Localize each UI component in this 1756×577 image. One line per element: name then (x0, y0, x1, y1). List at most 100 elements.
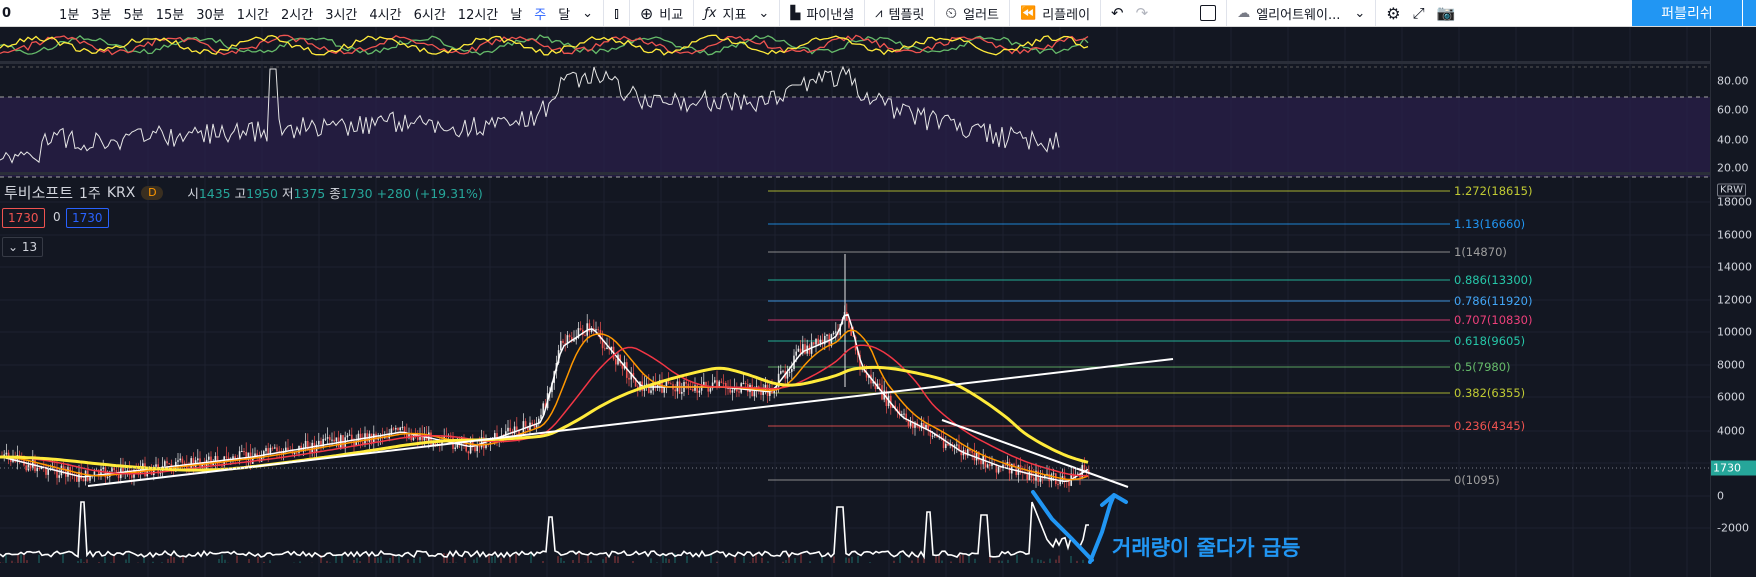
interval-15m[interactable]: 15분 (155, 7, 185, 23)
candle-body (797, 348, 800, 352)
candle-body (621, 363, 624, 369)
candle-body (663, 386, 665, 393)
candle-body (509, 427, 511, 432)
candle-body (670, 383, 672, 385)
candle-body (384, 437, 386, 439)
interval-3m[interactable]: 3분 (91, 7, 112, 23)
indicator-collapse-button[interactable]: ⌄ 13 (2, 237, 44, 257)
candle-body (100, 469, 102, 477)
candle-body (780, 371, 782, 374)
publish-button[interactable]: 퍼블리쉬 (1632, 0, 1742, 26)
publish-dropdown[interactable] (1742, 0, 1756, 26)
low-value: 1375 (293, 186, 326, 201)
alert-button[interactable]: ⏲ 얼러트 (939, 0, 1005, 26)
ma-line-white (0, 313, 1089, 483)
redo-icon[interactable]: ↷ (1135, 4, 1149, 22)
candle-body (153, 466, 155, 476)
candle-body (577, 328, 580, 338)
chart-type-candles-icon[interactable]: ⫾ (614, 4, 619, 22)
candle-body (421, 434, 423, 441)
candle-body (628, 377, 630, 380)
buy-price-box[interactable]: 1730 (66, 208, 109, 228)
candle-body (115, 470, 118, 472)
fullscreen-square-icon[interactable] (1194, 0, 1222, 26)
interval-3h[interactable]: 3시간 (325, 7, 358, 23)
candle-body (1000, 466, 1002, 468)
interval-month[interactable]: 달 (558, 7, 571, 23)
candle-body (540, 414, 542, 419)
interval-2h[interactable]: 2시간 (280, 7, 314, 23)
candle-body (243, 451, 245, 453)
candle-body (795, 351, 797, 356)
interval-5m[interactable]: 5분 (123, 7, 144, 23)
candle-body (179, 458, 181, 461)
price-axis-tick: 12000 (1717, 293, 1752, 307)
trendlines[interactable] (87, 358, 1174, 488)
candle-body (505, 431, 507, 436)
interval-dropdown-chevron-icon[interactable]: ⌄ (582, 5, 594, 21)
layout-dropdown[interactable]: ☁ 엘리어트웨이... ⌄ (1231, 0, 1371, 26)
candle-body (208, 456, 210, 460)
candle-body (320, 440, 322, 447)
price-axis-tick: 14000 (1717, 260, 1752, 274)
fib-label: 0.707(10830) (1454, 313, 1533, 327)
price-axis[interactable]: 80.00 60.00 40.00 20.00 KRW 18000 16000 … (1710, 27, 1756, 577)
compare-button[interactable]: ⊕ 비교 (634, 0, 689, 26)
replay-button[interactable]: ⏪ 리플레이 (1014, 0, 1096, 26)
interval-day[interactable]: 날 (510, 7, 523, 23)
candle-body (346, 435, 349, 438)
symbol-legend[interactable]: 투비소프트 1주 KRX D 시1435 고1950 저1375 종1730 +… (4, 182, 483, 203)
template-icon: ⩘ (875, 5, 883, 21)
interval-1m[interactable]: 1분 (59, 7, 80, 23)
symbol-name: 투비소프트 (4, 184, 74, 202)
interval-30m[interactable]: 30분 (196, 7, 225, 23)
sell-price-box[interactable]: 1730 (2, 208, 45, 228)
candle-body (850, 327, 852, 336)
fib-label: 0.382(6355) (1454, 386, 1526, 400)
candle-body (313, 442, 316, 452)
fib-label: 0.5(7980) (1454, 360, 1511, 374)
fib-label: 0.786(11920) (1454, 294, 1533, 308)
candle-body (465, 443, 467, 452)
candle-body (760, 390, 762, 395)
interval-6h[interactable]: 6시간 (413, 7, 446, 23)
interval-week[interactable]: 주 (534, 7, 547, 23)
candle-body (538, 418, 540, 424)
layout-name: 엘리어트웨이... (1256, 7, 1341, 23)
candle-body (929, 429, 932, 437)
candle-body (117, 471, 120, 479)
candle-body (718, 381, 720, 388)
financials-button[interactable]: ▙ 파이낸셜 (784, 0, 860, 26)
camera-icon[interactable]: 📷 (1436, 4, 1456, 22)
rsi-axis-label: 80.00 (1717, 74, 1749, 88)
candle-body (513, 426, 516, 434)
candle-body (126, 470, 129, 472)
candle-body (478, 444, 481, 448)
candle-body (703, 381, 705, 386)
candle-body (362, 442, 364, 445)
candle-body (318, 440, 320, 445)
candle-body (47, 468, 49, 475)
candle-body (425, 435, 428, 441)
settings-gear-icon[interactable]: ⚙ (1386, 3, 1401, 23)
candle-body (14, 456, 16, 462)
candle-body (216, 456, 219, 465)
fib-label: 0.236(4345) (1454, 419, 1526, 433)
fullscreen-icon[interactable]: ⤢ (1412, 4, 1425, 22)
candle-body (551, 382, 553, 393)
interval-1h[interactable]: 1시간 (236, 7, 269, 23)
chart-canvas[interactable] (0, 27, 1710, 577)
candle-body (859, 354, 861, 370)
candle-body (181, 458, 184, 463)
compare-label: 비교 (659, 7, 684, 23)
candle-body (733, 388, 736, 391)
candle-body (186, 464, 188, 470)
templates-button[interactable]: ⩘ 템플릿 (869, 0, 930, 26)
candle-body (544, 403, 547, 409)
indicators-button[interactable]: ƒx 지표 ⌄ (698, 0, 775, 26)
interval-12h[interactable]: 12시간 (457, 7, 499, 23)
interval-4h[interactable]: 4시간 (369, 7, 402, 23)
undo-icon[interactable]: ↶ (1111, 4, 1124, 22)
candle-body (1088, 470, 1090, 472)
candle-body (696, 385, 698, 393)
